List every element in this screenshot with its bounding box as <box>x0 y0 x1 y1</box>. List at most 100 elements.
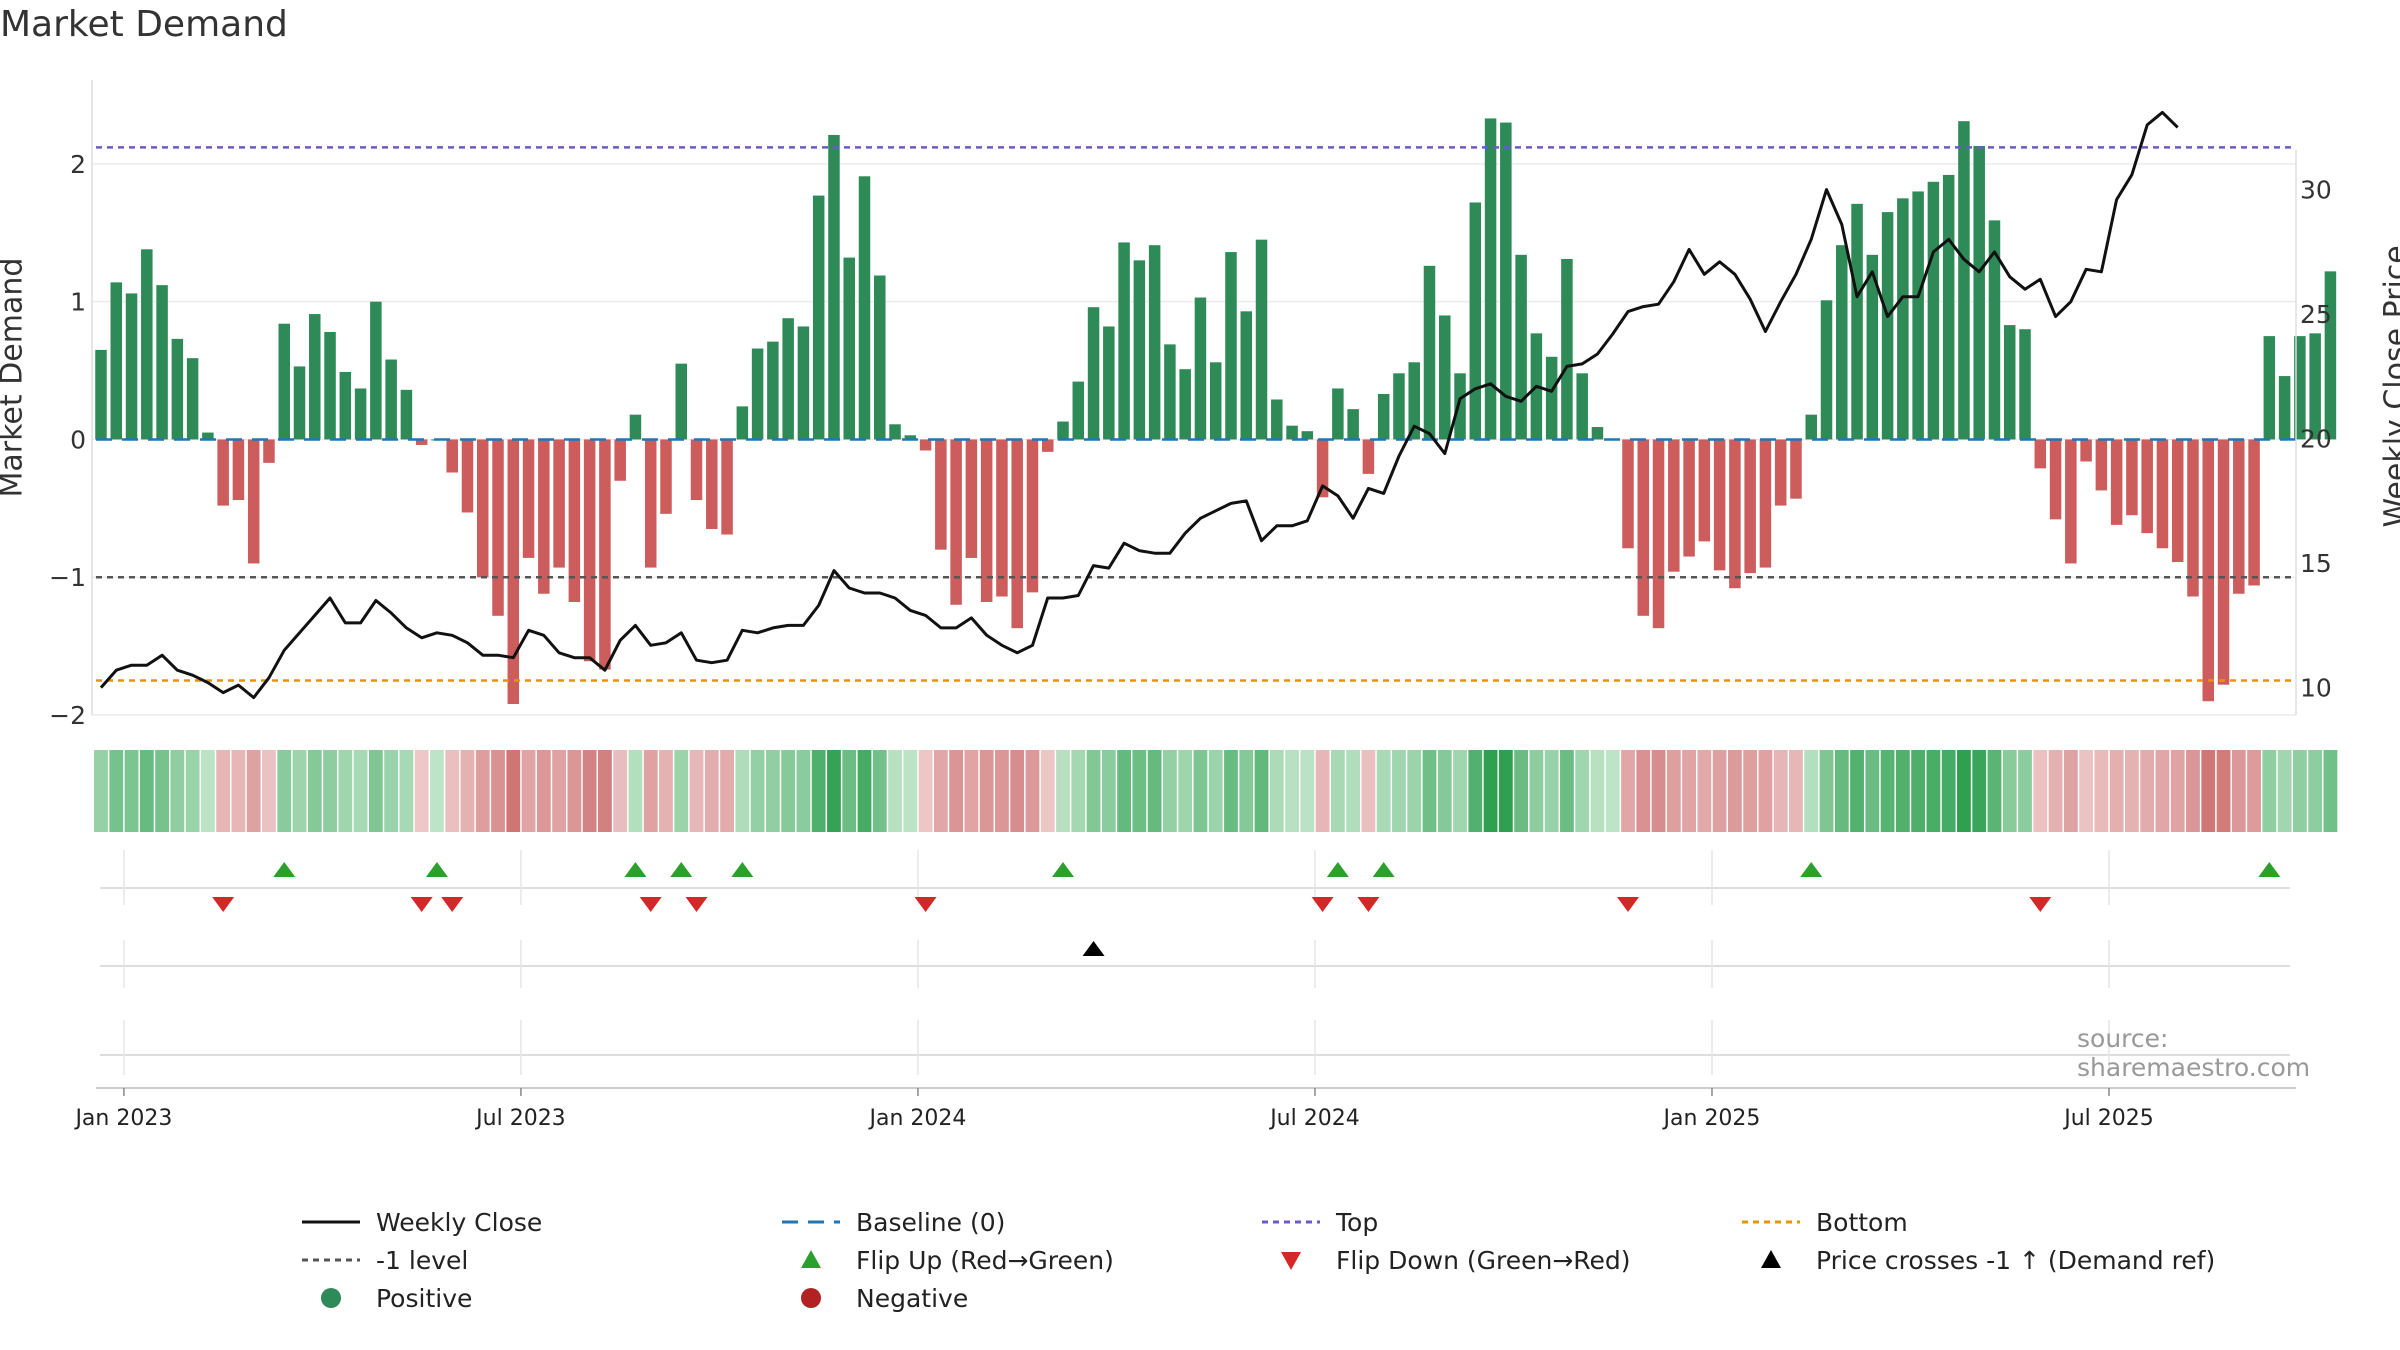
legend-item-flip-down: Flip Down (Green→Red) <box>1260 1245 1631 1275</box>
legend-dotted-line-icon <box>1262 1220 1320 1224</box>
demand-bar <box>736 406 749 440</box>
heat-cell <box>1086 750 1101 832</box>
heat-cell <box>1926 750 1941 832</box>
demand-bar <box>1240 311 1252 440</box>
heat-cell <box>643 750 658 832</box>
demand-bar <box>2019 329 2031 440</box>
right-tick-label: 10 <box>2300 674 2332 703</box>
heat-cell <box>1529 750 1544 832</box>
heat-cell <box>1285 750 1299 832</box>
weekly-close-line <box>99 110 2179 700</box>
demand-bar <box>2049 439 2062 520</box>
demand-bar <box>125 293 138 440</box>
demand-bar <box>1332 388 1344 440</box>
demand-bar <box>889 424 901 440</box>
left-tick-label: −2 <box>49 701 86 730</box>
heat-cell <box>1590 750 1605 832</box>
demand-bar <box>1622 439 1634 549</box>
demand-bar <box>1362 439 1375 474</box>
heat-cell <box>506 750 521 832</box>
heat-cell <box>2231 750 2246 832</box>
demand-bar <box>935 439 947 550</box>
heat-cell <box>2125 750 2139 832</box>
demand-bar <box>2156 439 2169 549</box>
heat-cell <box>674 750 689 832</box>
demand-bar <box>232 439 245 501</box>
heat-cell <box>2201 750 2216 832</box>
reference-lines <box>96 146 2296 682</box>
legend-dotted-line-icon <box>302 1258 360 1262</box>
heat-cell <box>155 750 169 832</box>
heat-cell <box>1498 750 1513 832</box>
demand-bar <box>2080 439 2092 462</box>
demand-bar <box>797 326 810 440</box>
left-tick-label: 1 <box>70 288 86 317</box>
demand-bar <box>339 371 352 440</box>
demand-bar <box>141 249 153 440</box>
heat-cell <box>1789 750 1803 832</box>
flip-down-marker <box>441 897 464 912</box>
heat-cell <box>491 750 505 832</box>
flip-down-marker <box>2029 897 2052 912</box>
legend-solid-line-icon <box>302 1220 360 1224</box>
demand-bar <box>1500 122 1512 440</box>
demand-bar <box>2171 439 2184 563</box>
heat-cell <box>2323 750 2338 832</box>
heat-cell <box>613 750 628 832</box>
demand-bar <box>171 338 184 440</box>
heat-cell <box>1987 750 2002 832</box>
demand-bar <box>95 349 107 440</box>
heat-cell <box>781 750 796 832</box>
demand-bar <box>828 134 840 440</box>
heat-cell <box>1483 750 1498 832</box>
demand-bar <box>660 439 672 514</box>
demand-bar <box>1836 245 1848 440</box>
heat-cell <box>1743 750 1758 832</box>
heat-cell <box>1101 750 1116 832</box>
demand-bar <box>767 341 779 440</box>
heat-cell <box>2140 750 2155 832</box>
demand-bar <box>1790 439 1802 499</box>
legend-label: Baseline (0) <box>856 1207 1006 1237</box>
flip-up-marker <box>670 862 693 877</box>
heat-cell <box>307 750 322 832</box>
heat-cell <box>796 750 811 832</box>
demand-bar <box>507 439 520 704</box>
heat-cell <box>1911 750 1926 832</box>
demand-bar <box>400 389 413 440</box>
demand-bar <box>1026 439 1039 593</box>
heat-cell <box>1514 750 1529 832</box>
demand-bar <box>1423 265 1436 440</box>
legend-item-price-cross: Price crosses -1 ↑ (Demand ref) <box>1740 1245 2215 1275</box>
heat-cell <box>735 750 750 832</box>
heat-cell <box>1147 750 1162 832</box>
demand-bar <box>1637 439 1650 616</box>
heat-cell <box>2292 750 2307 832</box>
heat-cell <box>2262 750 2277 832</box>
right-tick-label: 15 <box>2300 549 2332 578</box>
heat-cell <box>338 750 353 832</box>
demand-bar <box>2110 439 2123 525</box>
demand-bar <box>2278 376 2291 440</box>
heat-cell <box>2247 750 2261 832</box>
heat-cell <box>903 750 918 832</box>
demand-bar <box>1912 191 1924 440</box>
heat-cell <box>933 750 948 832</box>
demand-bar <box>1866 254 1879 440</box>
heat-cell <box>1361 750 1376 832</box>
x-tick-label: Jan 2023 <box>73 1106 172 1131</box>
heat-cell <box>1239 750 1254 832</box>
heat-cell <box>1117 750 1131 832</box>
demand-bar <box>874 275 886 440</box>
heat-cell <box>552 750 566 832</box>
demand-bar <box>1057 421 1069 440</box>
demand-bar <box>1393 373 1405 440</box>
demand-bar <box>553 439 565 568</box>
heat-cell <box>1834 750 1849 832</box>
demand-bar <box>751 348 764 440</box>
heat-cell <box>200 750 215 832</box>
legend-item-baseline: Baseline (0) <box>780 1207 1005 1237</box>
heat-cell <box>1682 750 1696 832</box>
legend-label: -1 level <box>376 1245 469 1275</box>
heat-cell <box>2018 750 2032 832</box>
